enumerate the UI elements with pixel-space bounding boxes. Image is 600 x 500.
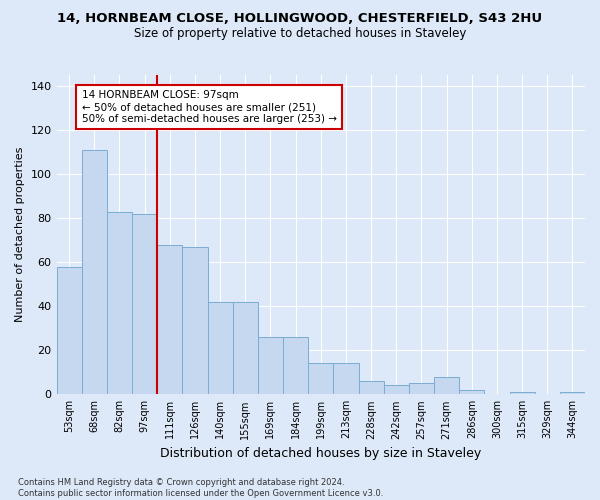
Bar [182, 247, 208, 394]
Bar [107, 212, 132, 394]
Bar [409, 384, 434, 394]
Bar [383, 386, 409, 394]
Bar [208, 302, 233, 394]
Bar [233, 302, 258, 394]
Bar [308, 364, 334, 394]
Bar [132, 214, 157, 394]
Bar [258, 337, 283, 394]
Bar [82, 150, 107, 394]
Bar [560, 392, 585, 394]
Bar [509, 392, 535, 394]
Text: 14, HORNBEAM CLOSE, HOLLINGWOOD, CHESTERFIELD, S43 2HU: 14, HORNBEAM CLOSE, HOLLINGWOOD, CHESTER… [58, 12, 542, 26]
Text: Size of property relative to detached houses in Staveley: Size of property relative to detached ho… [134, 28, 466, 40]
Bar [434, 376, 459, 394]
Y-axis label: Number of detached properties: Number of detached properties [15, 147, 25, 322]
Bar [459, 390, 484, 394]
Text: 14 HORNBEAM CLOSE: 97sqm
← 50% of detached houses are smaller (251)
50% of semi-: 14 HORNBEAM CLOSE: 97sqm ← 50% of detach… [82, 90, 337, 124]
Bar [359, 381, 383, 394]
Text: Contains HM Land Registry data © Crown copyright and database right 2024.
Contai: Contains HM Land Registry data © Crown c… [18, 478, 383, 498]
Bar [334, 364, 359, 394]
Bar [56, 266, 82, 394]
X-axis label: Distribution of detached houses by size in Staveley: Distribution of detached houses by size … [160, 447, 481, 460]
Bar [283, 337, 308, 394]
Bar [157, 244, 182, 394]
